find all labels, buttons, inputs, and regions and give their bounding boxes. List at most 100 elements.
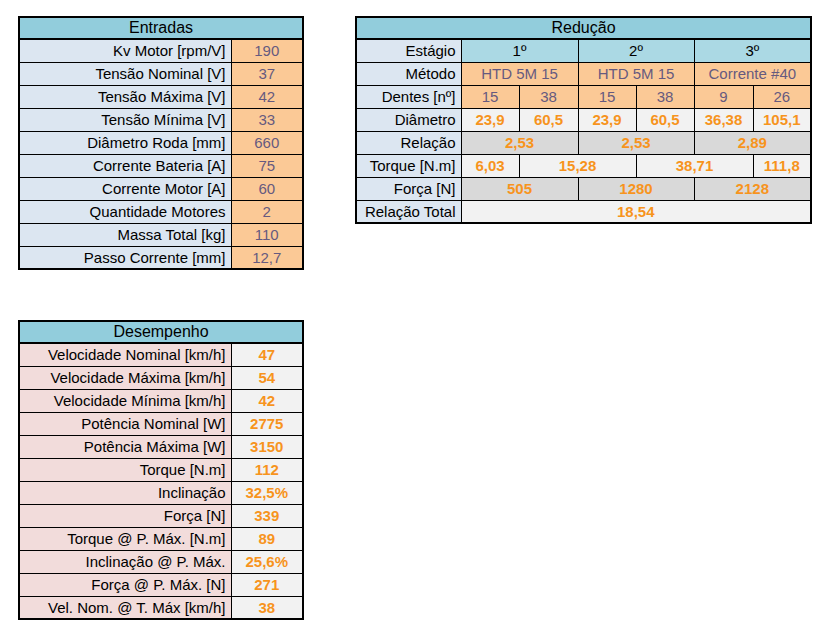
calc-value-cell: 271	[231, 573, 303, 596]
row-label: Potência Nominal [W]	[19, 412, 231, 435]
row-label: Força [N]	[356, 177, 461, 200]
calc-value-cell: 105,1	[753, 108, 811, 131]
input-value-cell[interactable]: HTD 5M 15	[461, 62, 578, 85]
input-value-cell[interactable]: HTD 5M 15	[578, 62, 694, 85]
row-label: Inclinação @ P. Máx.	[19, 550, 231, 573]
reducao-table: Redução Estágio 1º 2º 3º Método HTD 5M 1…	[355, 16, 812, 224]
calc-value-cell: 32,5%	[231, 481, 303, 504]
calc-value-cell: 60,5	[636, 108, 694, 131]
calc-value-cell: 23,9	[461, 108, 519, 131]
table-row: Potência Nominal [W]2775	[19, 412, 303, 435]
table-row: Torque [N.m]112	[19, 458, 303, 481]
table-row: Kv Motor [rpm/V]190	[19, 39, 303, 62]
calc-value-cell: 23,9	[578, 108, 636, 131]
row-label: Massa Total [kg]	[19, 223, 231, 246]
calc-value-cell: 38,71	[636, 154, 753, 177]
calc-value-cell: 54	[231, 366, 303, 389]
input-value-cell[interactable]: 75	[231, 154, 303, 177]
row-label: Inclinação	[19, 481, 231, 504]
stage-header-cell: 2º	[578, 39, 694, 62]
calc-value-cell: 112	[231, 458, 303, 481]
table-row: Dentes [nº] 15 38 15 38 9 26	[356, 85, 811, 108]
table-row: Tensão Máxima [V]42	[19, 85, 303, 108]
table-row: Relação Total 18,54	[356, 200, 811, 223]
table-row: Diâmetro Roda [mm]660	[19, 131, 303, 154]
input-value-cell[interactable]: 190	[231, 39, 303, 62]
input-value-cell[interactable]: 15	[461, 85, 519, 108]
calc-value-cell: 38	[231, 596, 303, 619]
table-row: Redução	[356, 17, 811, 39]
table-row: Velocidade Nominal [km/h]47	[19, 343, 303, 366]
row-label: Corrente Motor [A]	[19, 177, 231, 200]
table-row: Passo Corrente [mm]12,7	[19, 246, 303, 269]
table-row: Massa Total [kg]110	[19, 223, 303, 246]
row-label: Vel. Nom. @ T. Máx [km/h]	[19, 596, 231, 619]
table-row: Desempenho	[19, 321, 303, 343]
row-label: Kv Motor [rpm/V]	[19, 39, 231, 62]
calc-value-cell: 2,53	[578, 131, 694, 154]
stage-header-cell: 3º	[694, 39, 811, 62]
row-label: Diâmetro	[356, 108, 461, 131]
table-row: Força [N] 505 1280 2128	[356, 177, 811, 200]
calc-value-cell: 15,28	[519, 154, 636, 177]
spreadsheet-canvas: Entradas Kv Motor [rpm/V]190 Tensão Nomi…	[0, 0, 825, 641]
calc-value-cell: 339	[231, 504, 303, 527]
entradas-table: Entradas Kv Motor [rpm/V]190 Tensão Nomi…	[18, 16, 304, 270]
calc-value-cell: 2,89	[694, 131, 811, 154]
table-row: Entradas	[19, 17, 303, 39]
input-value-cell[interactable]: 38	[519, 85, 578, 108]
input-value-cell[interactable]: 2	[231, 200, 303, 223]
input-value-cell[interactable]: 33	[231, 108, 303, 131]
input-value-cell[interactable]: 38	[636, 85, 694, 108]
row-label: Potência Máxima [W]	[19, 435, 231, 458]
input-value-cell[interactable]: 26	[753, 85, 811, 108]
calc-value-cell: 6,03	[461, 154, 519, 177]
input-value-cell[interactable]: 15	[578, 85, 636, 108]
input-value-cell[interactable]: 9	[694, 85, 753, 108]
row-label: Tensão Máxima [V]	[19, 85, 231, 108]
row-label: Estágio	[356, 39, 461, 62]
row-label: Corrente Bateria [A]	[19, 154, 231, 177]
row-label: Torque [N.m]	[19, 458, 231, 481]
calc-value-cell: 18,54	[461, 200, 811, 223]
row-label: Velocidade Nominal [km/h]	[19, 343, 231, 366]
input-value-cell[interactable]: 110	[231, 223, 303, 246]
row-label: Passo Corrente [mm]	[19, 246, 231, 269]
table-row: Corrente Bateria [A]75	[19, 154, 303, 177]
row-label: Força [N]	[19, 504, 231, 527]
row-label: Torque @ P. Máx. [N.m]	[19, 527, 231, 550]
entradas-title: Entradas	[19, 17, 303, 39]
calc-value-cell: 60,5	[519, 108, 578, 131]
row-label: Velocidade Máxima [km/h]	[19, 366, 231, 389]
calc-value-cell: 2775	[231, 412, 303, 435]
row-label: Velocidade Mínima [km/h]	[19, 389, 231, 412]
calc-value-cell: 1280	[578, 177, 694, 200]
row-label: Tensão Nominal [V]	[19, 62, 231, 85]
calc-value-cell: 2128	[694, 177, 811, 200]
table-row: Inclinação32,5%	[19, 481, 303, 504]
table-row: Tensão Nominal [V]37	[19, 62, 303, 85]
table-row: Tensão Mínima [V]33	[19, 108, 303, 131]
row-label: Tensão Mínima [V]	[19, 108, 231, 131]
input-value-cell[interactable]: 60	[231, 177, 303, 200]
input-value-cell[interactable]: 660	[231, 131, 303, 154]
row-label: Método	[356, 62, 461, 85]
calc-value-cell: 3150	[231, 435, 303, 458]
input-value-cell[interactable]: 12,7	[231, 246, 303, 269]
row-label: Relação	[356, 131, 461, 154]
calc-value-cell: 47	[231, 343, 303, 366]
table-row: Relação 2,53 2,53 2,89	[356, 131, 811, 154]
input-value-cell[interactable]: 42	[231, 85, 303, 108]
input-value-cell[interactable]: Corrente #40	[694, 62, 811, 85]
input-value-cell[interactable]: 37	[231, 62, 303, 85]
table-row: Força @ P. Máx. [N]271	[19, 573, 303, 596]
table-row: Velocidade Mínima [km/h]42	[19, 389, 303, 412]
desempenho-title: Desempenho	[19, 321, 303, 343]
table-row: Potência Máxima [W]3150	[19, 435, 303, 458]
table-row: Método HTD 5M 15 HTD 5M 15 Corrente #40	[356, 62, 811, 85]
calc-value-cell: 2,53	[461, 131, 578, 154]
row-label: Torque [N.m]	[356, 154, 461, 177]
row-label: Relação Total	[356, 200, 461, 223]
table-row: Força [N]339	[19, 504, 303, 527]
calc-value-cell: 42	[231, 389, 303, 412]
